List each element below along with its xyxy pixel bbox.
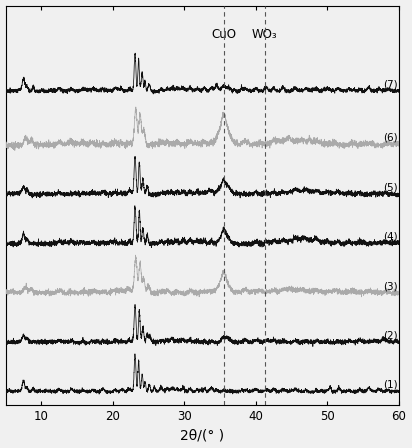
Text: (3): (3) (383, 281, 398, 291)
Text: (4): (4) (383, 232, 398, 241)
Text: (5): (5) (383, 182, 398, 192)
Text: (7): (7) (383, 79, 398, 89)
Text: (1): (1) (383, 380, 398, 390)
Text: CuO: CuO (211, 29, 236, 42)
Text: WO₃: WO₃ (252, 29, 277, 42)
Text: (6): (6) (383, 133, 398, 143)
Text: (2): (2) (383, 330, 398, 340)
X-axis label: 2θ/(° ): 2θ/(° ) (180, 428, 225, 443)
